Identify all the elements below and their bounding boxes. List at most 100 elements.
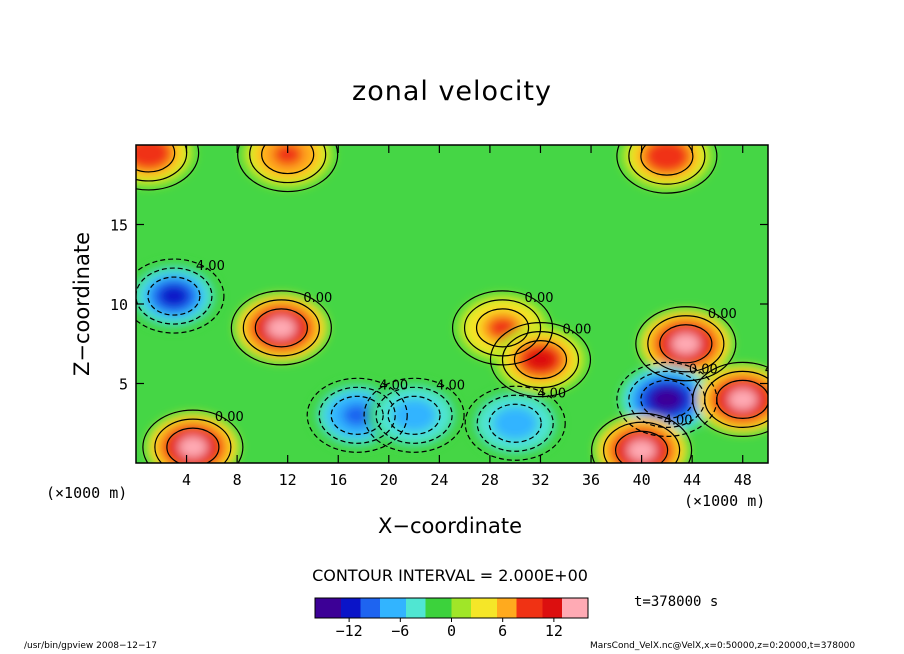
colorbar-swatch <box>419 598 426 618</box>
colorbar-swatch <box>373 598 381 618</box>
field-level <box>178 436 208 458</box>
field-feature-negative <box>469 389 562 458</box>
field-level <box>342 404 372 427</box>
contour-line <box>704 370 768 428</box>
field-feature-positive <box>146 413 239 463</box>
colorbar-swatch <box>451 598 459 618</box>
chart-title: zonal velocity <box>352 76 552 107</box>
colorbar-swatch <box>575 598 582 618</box>
colorbar-swatch <box>458 598 465 618</box>
colorbar-swatch <box>484 598 491 618</box>
field-feature-positive <box>235 293 328 362</box>
contour-label: 4.00 <box>379 378 408 393</box>
field-feature-negative <box>368 381 461 450</box>
footer-left: /usr/bin/gpview 2008−12−17 <box>24 641 158 651</box>
contour-line <box>375 386 453 444</box>
field-level <box>652 145 682 168</box>
contour-label: 0.00 <box>215 410 244 425</box>
colorbar-swatch <box>471 598 478 618</box>
contour-line <box>591 412 693 463</box>
colorbar-swatch <box>490 598 498 618</box>
contour-line <box>230 290 332 366</box>
contour-line <box>488 403 542 443</box>
contour-line <box>154 418 232 463</box>
colorbar-swatch <box>536 598 543 618</box>
colorbar-swatch <box>477 598 485 618</box>
colorbar-swatch <box>406 598 413 618</box>
x-axis-label: X−coordinate <box>378 514 522 538</box>
colorbar-swatch <box>341 598 348 618</box>
colorbar-swatch <box>503 598 511 618</box>
y-tick-label: 15 <box>110 217 128 235</box>
colorbar-swatch <box>367 598 374 618</box>
field-feature-negative <box>136 262 220 331</box>
y-axis-label: Z−coordinate <box>70 232 94 376</box>
colorbar-swatch <box>399 598 407 618</box>
field-feature-positive <box>241 145 334 189</box>
contour-line <box>136 145 200 191</box>
x-tick-label: 48 <box>734 471 752 489</box>
contour-line <box>306 377 408 453</box>
colorbar-swatch <box>445 598 452 618</box>
x-tick-label: 32 <box>531 471 549 489</box>
colorbar-swatch <box>380 598 387 618</box>
colorbar-swatch <box>360 598 368 618</box>
field-feature-positive <box>620 145 713 191</box>
field-level <box>159 285 189 307</box>
contour-line <box>387 395 441 435</box>
field-level <box>136 145 164 164</box>
colorbar-tick-label: −6 <box>391 622 409 640</box>
contour-label: 0.00 <box>689 362 718 377</box>
x-tick-label: 36 <box>582 471 600 489</box>
colorbar-swatch <box>581 598 589 618</box>
contour-line <box>318 386 396 444</box>
field-level <box>266 316 297 339</box>
colorbar-swatch <box>425 598 433 618</box>
contour-line <box>330 395 384 435</box>
colorbar-swatch <box>555 598 563 618</box>
colorbar-swatch <box>562 598 569 618</box>
field-feature-positive <box>696 365 768 434</box>
field-level <box>626 439 657 462</box>
contour-label: 0.00 <box>310 118 339 133</box>
colorbar-swatch <box>347 598 355 618</box>
contour-label: 0.00 <box>562 323 591 338</box>
x-tick-label: 40 <box>633 471 651 489</box>
field-level <box>399 404 429 427</box>
x-tick-label: 16 <box>329 471 347 489</box>
contour-label: 0.00 <box>171 116 200 131</box>
colorbar-swatch <box>328 598 335 618</box>
contour-line <box>142 409 244 463</box>
contour-line <box>464 385 566 461</box>
colorbar-tick-label: 12 <box>545 622 563 640</box>
footer-right: MarsCond_VelX.nc@VelX,x=0:50000,z=0:2000… <box>590 641 856 651</box>
colorbar-swatch <box>497 598 504 618</box>
contour-line <box>640 145 694 176</box>
contour-line <box>635 306 737 382</box>
contour-line <box>692 361 768 437</box>
field-level <box>500 412 530 435</box>
contour-label: 4.00 <box>196 259 225 274</box>
contour-label: 4.00 <box>537 386 566 401</box>
contour-line <box>242 299 320 357</box>
contour-line <box>136 267 213 325</box>
field-feature-positive <box>136 145 195 187</box>
colorbar-swatch <box>510 598 517 618</box>
colorbar-swatch <box>438 598 446 618</box>
field-feature-positive <box>494 325 587 394</box>
contour-line <box>249 145 327 184</box>
time-label: t=378000 s <box>634 594 719 610</box>
y-tick-label: 10 <box>110 296 128 314</box>
contour-line <box>147 276 201 316</box>
contour-line <box>237 145 339 193</box>
contour-line <box>475 308 530 348</box>
colorbar-swatch <box>523 598 530 618</box>
contour-interval: CONTOUR INTERVAL = 2.000E+00 <box>312 566 588 585</box>
contour-line <box>476 394 554 452</box>
colorbar-swatch <box>549 598 556 618</box>
contour-line <box>628 145 706 185</box>
colorbar-swatch <box>432 598 439 618</box>
field-level <box>671 332 701 355</box>
contour-line <box>254 308 308 348</box>
